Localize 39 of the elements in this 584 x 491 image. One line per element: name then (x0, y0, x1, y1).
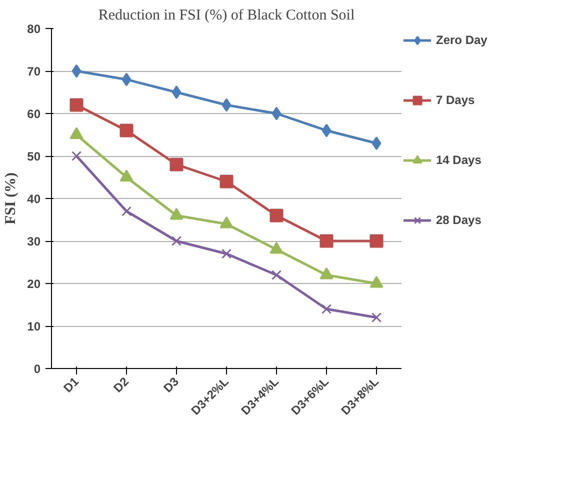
chart-title: Reduction in FSI (%) of Black Cotton Soil (98, 8, 355, 24)
legend-label: 7 Days (436, 93, 476, 107)
legend-label: 28 Days (436, 213, 482, 227)
point (372, 136, 382, 150)
y-tick-label: 20 (27, 277, 41, 291)
point (222, 98, 232, 112)
legend-label: 14 Days (436, 153, 482, 167)
legend-label: Zero Day (436, 33, 488, 47)
point (72, 64, 82, 78)
point (272, 106, 282, 120)
point (120, 124, 134, 138)
point (122, 206, 132, 216)
point (272, 270, 282, 280)
x-tick-label: D1 (60, 374, 82, 396)
point (220, 174, 234, 188)
y-axis-title: FSI (%) (3, 172, 20, 225)
y-tick-label: 60 (27, 107, 41, 121)
point (370, 234, 384, 248)
point (172, 86, 182, 99)
y-tick-label: 80 (27, 22, 41, 36)
y-tick-label: 40 (27, 192, 41, 206)
point (322, 304, 332, 314)
y-tick-label: 10 (27, 320, 41, 334)
x-tick-label: D3 (160, 374, 182, 396)
y-tick-label: 30 (27, 234, 41, 248)
point (222, 248, 232, 259)
y-tick-label: 0 (34, 362, 41, 376)
point (72, 151, 82, 161)
y-tick-label: 50 (27, 150, 41, 164)
point (172, 236, 182, 246)
point (70, 98, 84, 112)
point (372, 312, 382, 322)
point (320, 234, 334, 248)
point (170, 158, 184, 172)
point (270, 208, 284, 222)
point (322, 124, 332, 138)
x-tick-label: D2 (110, 374, 132, 396)
y-tick-label: 70 (27, 64, 41, 78)
point (122, 72, 132, 86)
